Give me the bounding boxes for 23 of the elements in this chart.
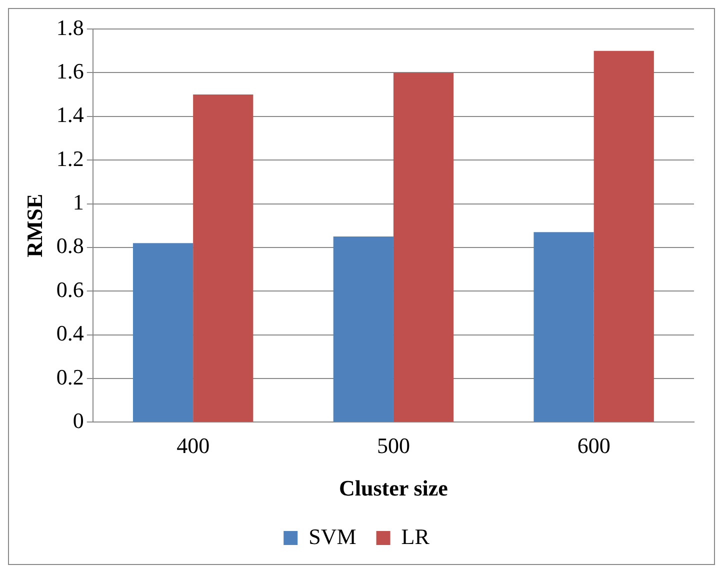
y-tick-label: 0.6 xyxy=(56,276,84,302)
y-tick-label: 0.2 xyxy=(56,364,84,390)
y-tick-label: 1.4 xyxy=(56,102,84,128)
y-axis-title: RMSE xyxy=(22,194,47,258)
y-tick-label: 1.2 xyxy=(56,146,84,171)
y-tick-label: 0 xyxy=(72,408,84,433)
x-tick-label: 500 xyxy=(376,433,410,458)
y-tick-label: 1.6 xyxy=(56,58,84,84)
bar xyxy=(393,72,454,422)
bar xyxy=(594,50,654,422)
bar xyxy=(193,94,254,422)
bar xyxy=(534,232,594,422)
legend-label: LR xyxy=(401,524,430,549)
x-axis-title: Cluster size xyxy=(338,475,448,500)
bar xyxy=(333,236,394,422)
bar xyxy=(132,243,194,422)
x-tick-label: 400 xyxy=(176,433,210,458)
y-tick-label: 0.4 xyxy=(56,320,84,346)
y-tick-label: 1 xyxy=(72,190,84,215)
y-tick-label: 1.8 xyxy=(56,14,84,40)
legend-label: SVM xyxy=(308,524,356,549)
y-tick-label: 0.8 xyxy=(56,233,84,258)
x-tick-label: 600 xyxy=(577,433,610,458)
